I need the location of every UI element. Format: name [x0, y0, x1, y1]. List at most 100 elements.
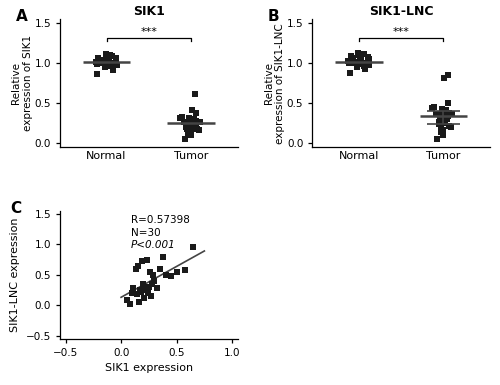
Text: N=30: N=30: [131, 228, 160, 238]
Point: [93, 70, 101, 77]
Point: [361, 66, 369, 72]
Point: [354, 59, 362, 65]
Point: [172, 269, 180, 275]
Point: [360, 51, 368, 57]
Point: [438, 118, 446, 124]
Point: [355, 61, 363, 67]
Point: [186, 123, 194, 129]
Point: [142, 287, 150, 293]
Point: [104, 58, 112, 64]
Point: [180, 119, 188, 125]
Point: [358, 50, 366, 57]
Point: [106, 52, 114, 58]
Point: [348, 59, 356, 65]
Point: [444, 72, 452, 78]
Point: [346, 60, 354, 66]
Point: [192, 118, 200, 124]
Point: [178, 114, 186, 120]
Point: [192, 90, 200, 97]
Point: [436, 121, 444, 127]
Point: [113, 62, 121, 68]
Point: [190, 122, 198, 128]
Point: [122, 297, 130, 303]
Point: [160, 254, 168, 260]
Point: [188, 116, 196, 122]
Point: [439, 127, 447, 133]
Point: [136, 287, 144, 293]
Point: [440, 74, 448, 80]
Point: [186, 115, 194, 121]
Point: [356, 52, 364, 58]
Point: [106, 60, 114, 66]
Point: [350, 59, 358, 65]
Point: [366, 62, 374, 68]
Point: [344, 58, 352, 64]
Point: [140, 281, 147, 287]
Point: [108, 62, 116, 69]
Point: [346, 59, 354, 65]
Point: [94, 55, 102, 61]
Point: [98, 59, 106, 65]
Point: [350, 60, 358, 66]
Point: [150, 272, 158, 278]
Point: [112, 55, 120, 62]
Point: [186, 118, 194, 124]
Point: [152, 285, 160, 291]
Point: [442, 107, 450, 114]
Point: [190, 244, 198, 251]
Point: [184, 131, 192, 137]
Point: [183, 126, 191, 132]
Point: [440, 106, 448, 112]
Point: [434, 119, 442, 125]
Point: [188, 106, 196, 112]
Point: [186, 117, 194, 123]
Point: [355, 60, 363, 66]
Point: [102, 59, 110, 65]
Text: C: C: [10, 201, 22, 216]
Point: [182, 267, 190, 273]
Text: A: A: [16, 9, 28, 24]
Point: [182, 124, 190, 130]
Point: [92, 59, 100, 65]
Point: [436, 116, 444, 122]
Point: [134, 263, 141, 269]
Point: [432, 110, 440, 117]
Point: [438, 114, 446, 120]
Point: [196, 119, 204, 125]
Point: [362, 60, 370, 66]
Text: B: B: [268, 9, 280, 24]
Point: [150, 278, 158, 284]
Point: [184, 128, 192, 134]
Point: [445, 110, 453, 116]
Point: [440, 132, 448, 138]
Point: [190, 116, 198, 122]
Point: [135, 299, 143, 305]
Point: [359, 60, 367, 66]
Point: [186, 129, 194, 135]
Point: [438, 110, 446, 116]
Point: [444, 100, 452, 106]
Point: [364, 58, 372, 64]
Point: [102, 61, 110, 67]
Point: [357, 57, 365, 63]
Point: [347, 53, 355, 59]
Point: [130, 285, 138, 291]
Point: [354, 50, 362, 56]
Point: [132, 291, 140, 298]
Point: [194, 127, 202, 133]
Point: [167, 273, 175, 279]
Point: [128, 290, 136, 296]
Point: [436, 114, 444, 121]
Point: [186, 120, 194, 126]
Point: [192, 110, 200, 116]
Point: [346, 70, 354, 76]
Point: [444, 113, 452, 119]
Point: [109, 60, 117, 66]
Title: SIK1: SIK1: [133, 5, 165, 18]
X-axis label: SIK1 expression: SIK1 expression: [105, 363, 193, 373]
Point: [147, 293, 155, 299]
Point: [438, 105, 446, 112]
Point: [108, 67, 116, 73]
Title: SIK1-LNC: SIK1-LNC: [369, 5, 434, 18]
Point: [446, 122, 454, 129]
